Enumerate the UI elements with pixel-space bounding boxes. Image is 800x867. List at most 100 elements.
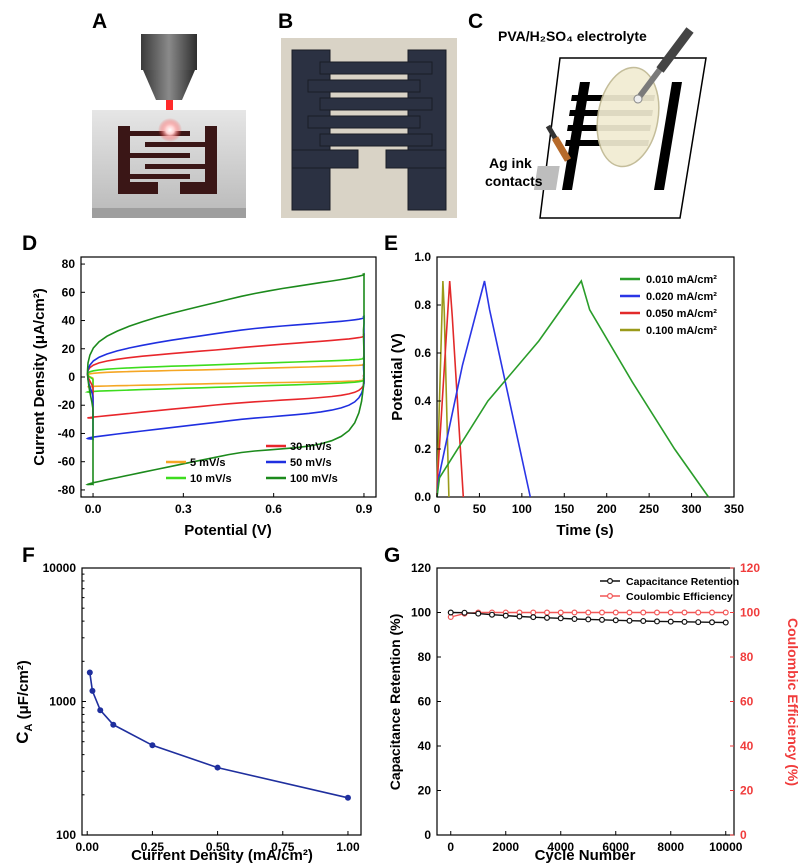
legend-label: 50 mV/s (290, 457, 332, 469)
data-point (543, 609, 550, 616)
data-point (695, 619, 702, 626)
data-point (571, 615, 578, 622)
legend-label: 5 mV/s (190, 457, 225, 469)
chart-g-legend: Capacitance Retention Coulombic Efficienc… (600, 576, 739, 603)
gcd-curve (436, 280, 465, 498)
chart-g-ylabel: Capacitance Retention (%) (387, 614, 403, 791)
y-tick-label: 80 (62, 257, 76, 271)
pipette-icon (633, 27, 694, 104)
chart-e-curves (436, 279, 710, 498)
y-right-tick-label: 120 (740, 561, 760, 575)
y-tick-label: 0.6 (414, 346, 431, 360)
data-point (626, 609, 633, 616)
x-tick-label: 300 (682, 502, 702, 516)
chart-g-xticks: 0 2000 4000 6000 8000 10000 (447, 831, 743, 854)
data-point (708, 609, 715, 616)
chart-f-xlabel: Current Density (mA/cm²) (131, 847, 313, 864)
chart-g-curves (447, 609, 729, 626)
y-tick-label: -40 (58, 426, 76, 440)
x-tick-label: 0 (434, 502, 441, 516)
data-point (557, 615, 564, 622)
x-tick-label: 250 (639, 502, 659, 516)
y-right-tick-label: 80 (740, 650, 754, 664)
chart-f-ylabel-rest: (μF/cm²) (15, 660, 32, 723)
electrolyte-label: PVA/H₂SO₄ electrolyte (498, 28, 647, 44)
x-tick-label: 100 (512, 502, 532, 516)
legend-label: 0.020 mA/cm² (646, 291, 717, 303)
data-point (489, 611, 496, 618)
y-tick-label: 40 (418, 739, 432, 753)
data-point (695, 609, 702, 616)
ag-contact-left (533, 166, 560, 190)
chart-f-xticks: 0.00 0.25 0.50 0.75 1.00 (76, 831, 360, 854)
x-tick-label: 0 (447, 840, 454, 854)
data-point (598, 616, 605, 623)
chart-g-frame (436, 567, 735, 836)
data-point (461, 609, 468, 616)
laser-spot-glow (158, 118, 182, 142)
legend-label: 0.050 mA/cm² (646, 308, 717, 320)
y-tick-label: 1000 (49, 695, 76, 709)
y-tick-label: 100 (56, 828, 76, 842)
data-point (530, 614, 537, 621)
x-tick-label: 0.00 (76, 840, 100, 854)
chart-e-yticks: 0.0 0.2 0.4 0.6 0.8 1.0 (414, 250, 441, 504)
data-point (149, 742, 156, 749)
x-tick-label: 0.50 (206, 840, 230, 854)
y-tick-label: 120 (411, 561, 431, 575)
panel-label-e: E (384, 232, 399, 255)
data-point (557, 609, 564, 616)
chart-f-ylabel-sub: A (23, 724, 35, 732)
data-point (110, 721, 117, 728)
gcd-curve (436, 279, 710, 498)
y-tick-label: 20 (418, 784, 432, 798)
data-point (598, 609, 605, 616)
panel-label-f: F (22, 544, 35, 567)
y-tick-label: 0.8 (414, 298, 431, 312)
data-point (97, 707, 104, 714)
chart-e-frame (436, 256, 735, 498)
panel-label-a: A (92, 10, 108, 33)
data-point (475, 610, 482, 617)
x-tick-label: 0.75 (271, 840, 295, 854)
chart-g-yticks-right: 0 20 40 60 80 100 120 (730, 561, 760, 842)
y-tick-label: 0.4 (414, 394, 431, 408)
y-tick-label: -80 (58, 483, 76, 497)
legend-label: 30 mV/s (290, 441, 332, 453)
data-point (722, 609, 729, 616)
x-tick-label: 0.6 (265, 502, 282, 516)
legend-marker (606, 577, 613, 584)
data-point (722, 619, 729, 626)
x-tick-label: 0.9 (356, 502, 373, 516)
chart-e-xticks: 0 50 100 150 200 250 300 350 (434, 493, 744, 516)
y-right-tick-label: 20 (740, 784, 754, 798)
data-point (585, 616, 592, 623)
data-point (667, 609, 674, 616)
data-point (653, 609, 660, 616)
data-point (344, 794, 351, 801)
legend-label: Capacitance Retention (626, 576, 739, 588)
y-tick-label: -20 (58, 398, 76, 412)
chart-f-yticks: 100 1000 10000 (43, 561, 86, 842)
x-tick-label: 1.00 (336, 840, 360, 854)
data-point (516, 613, 523, 620)
chart-d-xlabel: Potential (V) (184, 522, 272, 539)
chart-f-curves (86, 669, 351, 801)
chart-g-yticks: 0 20 40 60 80 100 120 (411, 561, 441, 842)
y-tick-label: 0 (68, 370, 75, 384)
y-tick-label: 0 (424, 828, 431, 842)
data-point (667, 618, 674, 625)
x-tick-label: 0.3 (175, 502, 192, 516)
y-tick-label: 80 (418, 650, 432, 664)
y-tick-label: 100 (411, 606, 431, 620)
panel-label-g: G (384, 544, 401, 567)
data-point (640, 609, 647, 616)
contacts-label-line1: Ag ink (489, 155, 532, 171)
panel-label-c: C (468, 10, 484, 33)
panel-label-b: B (278, 10, 294, 33)
